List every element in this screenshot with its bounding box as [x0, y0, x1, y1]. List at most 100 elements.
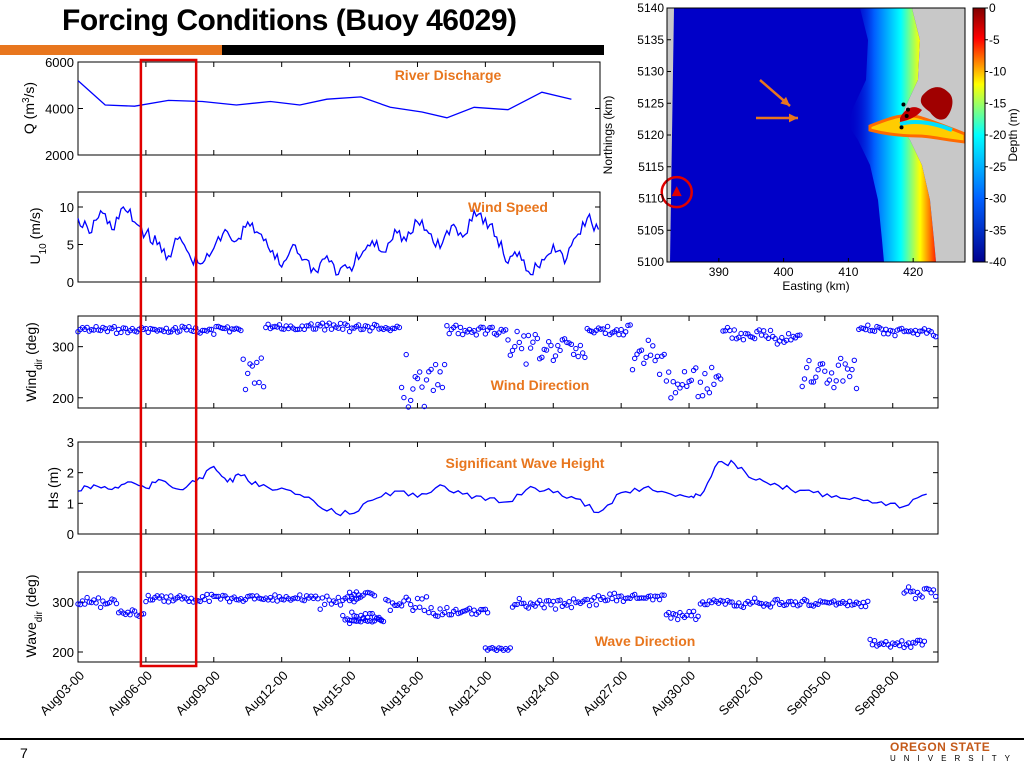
date-tick-label: Aug12-00: [240, 668, 290, 718]
map-x-tick-label: 410: [838, 265, 858, 279]
data-point: [439, 384, 446, 391]
data-point: [752, 335, 758, 342]
data-point: [663, 378, 670, 384]
map-y-tick-label: 5105: [637, 223, 664, 237]
data-point: [896, 326, 903, 332]
y-tick-label: 200: [52, 391, 74, 406]
data-point: [401, 394, 407, 401]
data-point: [919, 594, 925, 600]
data-point: [242, 386, 249, 393]
data-point: [428, 605, 434, 611]
data-point: [453, 322, 459, 328]
data-point: [444, 604, 450, 611]
data-point: [460, 608, 466, 615]
data-point: [322, 601, 328, 608]
data-point: [435, 613, 441, 619]
data-point: [512, 602, 518, 608]
colorbar-tick-label: -5: [989, 33, 1000, 47]
data-point: [625, 595, 631, 601]
map-y-tick-label: 5130: [637, 65, 664, 79]
colorbar-tick-label: -35: [989, 223, 1007, 237]
data-point: [86, 599, 93, 605]
data-point: [804, 598, 810, 604]
data-point: [851, 357, 857, 363]
data-point: [131, 608, 138, 614]
colorbar-tick-label: -30: [989, 192, 1007, 206]
map-y-tick-label: 5120: [637, 128, 664, 142]
data-point: [799, 383, 805, 390]
data-point: [211, 331, 217, 337]
data-point: [661, 351, 667, 358]
data-point: [503, 327, 509, 333]
slide-title: Forcing Conditions (Buoy 46029): [62, 4, 517, 37]
date-tick-label: Aug09-00: [173, 668, 223, 718]
data-point: [84, 594, 90, 601]
data-point: [641, 595, 647, 601]
data-point: [598, 326, 604, 332]
data-point: [765, 335, 771, 341]
data-point: [819, 361, 826, 367]
map-y-tick-label: 5125: [637, 96, 664, 110]
data-point: [435, 382, 441, 388]
data-point: [265, 321, 271, 327]
data-point: [349, 325, 355, 331]
data-point: [580, 350, 586, 356]
data-point: [254, 359, 260, 366]
data-point: [206, 598, 213, 604]
data-point: [220, 592, 226, 599]
y-tick-label: 5: [67, 238, 74, 253]
data-point: [835, 600, 842, 606]
data-point: [423, 594, 430, 600]
data-point: [736, 334, 742, 340]
data-point: [297, 592, 303, 598]
panel-title: Significant Wave Height: [446, 455, 605, 471]
page-number: 7: [20, 745, 28, 761]
data-point: [772, 335, 778, 342]
data-point: [143, 598, 149, 605]
data-point: [256, 379, 262, 386]
y-tick-label: 10: [60, 200, 74, 215]
data-point: [666, 369, 672, 375]
colorbar-tick-label: -15: [989, 96, 1007, 110]
data-point: [478, 324, 484, 330]
data-point: [340, 326, 346, 332]
date-axis: Aug03-00 Aug06-00 Aug09-00 Aug12-00 Aug15-00…: [37, 668, 902, 718]
data-point: [602, 597, 608, 604]
data-point: [618, 593, 624, 599]
data-point: [120, 325, 127, 331]
data-point: [88, 327, 95, 333]
depth-map: [667, 8, 965, 262]
data-point: [527, 345, 534, 351]
date-tick-label: Aug27-00: [580, 668, 630, 718]
data-point: [564, 339, 570, 346]
data-point: [441, 361, 448, 368]
data-point: [847, 598, 853, 604]
station-point: [901, 102, 906, 107]
colorbar-tick-label: -20: [989, 128, 1007, 142]
data-point: [767, 604, 774, 610]
data-point: [326, 320, 332, 326]
data-point: [365, 589, 371, 596]
data-point: [813, 374, 819, 380]
data-point: [509, 347, 516, 354]
date-tick-label: Sep08-00: [851, 668, 901, 718]
data-point: [385, 598, 391, 604]
data-point: [534, 335, 541, 342]
data-point: [555, 342, 561, 349]
data-point: [437, 606, 443, 612]
data-point: [638, 347, 645, 353]
data-point: [512, 343, 518, 350]
data-point: [699, 393, 706, 399]
map-y-tick-label: 5140: [637, 1, 664, 15]
map-x-axis-label: Easting (km): [782, 279, 849, 293]
data-point: [718, 597, 724, 604]
data-point: [514, 328, 520, 335]
footer-rule: [0, 738, 1024, 740]
data-point: [446, 612, 452, 618]
data-point: [842, 361, 848, 367]
tidal-flat: [900, 107, 922, 122]
data-point: [392, 602, 398, 608]
data-point: [604, 597, 611, 603]
depth-colorbar: 0 -5 -10 -15 -20 -25 -30 -35 -40 Depth (m): [972, 1, 1020, 269]
data-point: [362, 323, 369, 329]
